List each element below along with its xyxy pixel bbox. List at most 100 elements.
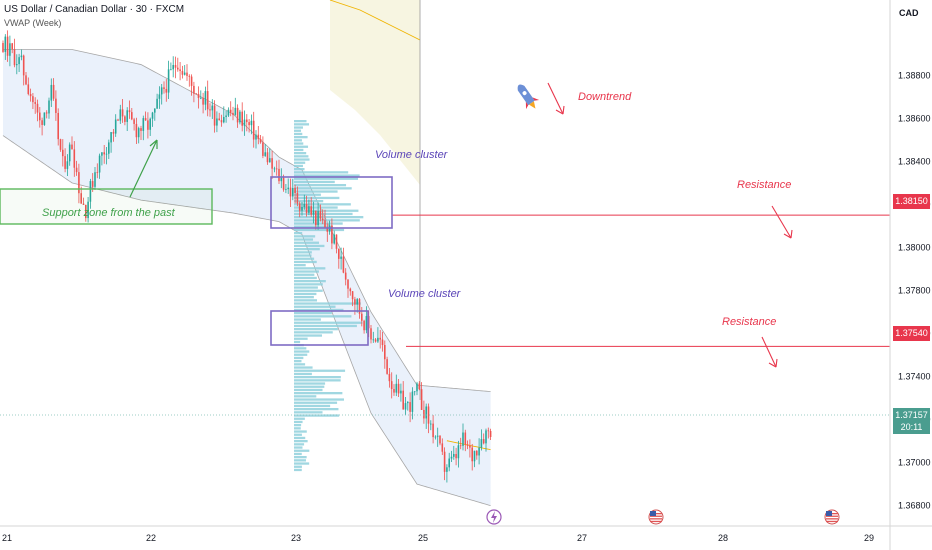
volume-cluster-label-1[interactable]: Volume cluster [375, 149, 448, 161]
volume-profile-bar [294, 196, 340, 200]
volume-profile-bar [294, 139, 302, 142]
candle-body [197, 93, 200, 98]
volume-profile-bar [294, 155, 309, 158]
candle-body [126, 110, 128, 122]
downtrend-label[interactable]: Downtrend [578, 91, 632, 103]
candle-body [450, 456, 453, 459]
candle-body [287, 187, 289, 190]
x-tick-label: 29 [864, 533, 874, 543]
candle-body [416, 383, 418, 392]
candle-body [285, 189, 287, 191]
y-tick-label: 1.38800 [898, 70, 931, 80]
symbol-title[interactable]: US Dollar / Canadian Dollar · 30 · FXCM [4, 4, 185, 15]
candle-body [331, 225, 333, 244]
candle-body [471, 447, 473, 462]
candle-body [193, 85, 195, 94]
volume-profile-bar [294, 264, 306, 267]
candle-body [455, 453, 457, 459]
volume-profile-bar [294, 142, 304, 145]
candle-body [317, 211, 319, 226]
volume-cluster-box-2 [270, 310, 369, 346]
candles [2, 30, 492, 483]
volume-profile-bar [294, 318, 321, 321]
candle-body [384, 345, 386, 360]
volume-profile-bar [294, 376, 341, 379]
volume-profile-bar [294, 254, 312, 257]
candle-body [32, 96, 34, 103]
volume-profile-bar [294, 190, 338, 193]
candle-body [223, 117, 225, 123]
candle-body [177, 67, 179, 70]
resistance-label-1[interactable]: Resistance [737, 179, 792, 191]
y-tick-label: 1.38400 [898, 156, 931, 166]
volume-profile-bar [294, 440, 308, 443]
candle-body [395, 383, 398, 393]
us-flag-icon [648, 509, 664, 525]
candle-body [423, 409, 425, 419]
volume-cluster-label-2[interactable]: Volume cluster [388, 288, 461, 300]
volume-profile-bar [294, 123, 310, 126]
candle-body [427, 406, 430, 424]
y-tick-label: 1.36800 [898, 501, 931, 511]
candle-body [349, 288, 352, 292]
volume-profile-bar [294, 379, 341, 382]
candle-body [246, 119, 248, 123]
candle-body [59, 139, 62, 150]
support-arrow-head [149, 139, 158, 149]
volume-profile-bar [294, 206, 338, 209]
price-tag-resistance-2: 1.37540 [893, 326, 930, 341]
candle-body [305, 204, 308, 213]
volume-profile-bar [294, 382, 326, 385]
volume-profile-bar [294, 280, 326, 283]
volume-profile-bar [294, 132, 303, 136]
candle-body [156, 98, 158, 109]
volume-profile-bar [294, 443, 305, 446]
candle-body [370, 328, 372, 340]
candle-body [250, 120, 253, 126]
volume-profile-bar [294, 414, 340, 417]
candle-body [390, 381, 393, 390]
candle-body [101, 152, 103, 156]
candle-body [312, 210, 315, 215]
indicator-label[interactable]: VWAP (Week) [4, 18, 62, 28]
y-tick-label: 1.37000 [898, 458, 931, 468]
candle-body [356, 299, 358, 305]
volume-profile-bar [294, 174, 360, 177]
session-shade [329, 0, 421, 400]
candle-body [340, 256, 342, 259]
volume-profile-bar [294, 299, 318, 302]
candle-body [87, 201, 89, 219]
candle-body [174, 64, 177, 68]
support-zone-label[interactable]: Support zone from the past [42, 207, 175, 219]
volume-profile-bar [294, 446, 303, 449]
candle-body [29, 94, 32, 97]
candle-body [464, 432, 467, 445]
volume-profile-bar [294, 289, 323, 292]
candle-body [420, 389, 423, 410]
volume-profile-bar [294, 238, 314, 241]
candle-body [448, 458, 450, 468]
lightning-icon [486, 509, 502, 525]
resistance-label-2[interactable]: Resistance [722, 316, 777, 328]
volume-profile-bar [294, 273, 315, 276]
candle-body [190, 76, 193, 86]
volume-profile-bar [294, 203, 351, 206]
volume-profile-bar [294, 251, 312, 254]
candle-body [255, 134, 257, 140]
volume-profile-bar [294, 395, 317, 398]
support-arrow [129, 139, 158, 198]
volume-profile [294, 120, 364, 472]
volume-profile-bar [294, 468, 302, 472]
candle-body [252, 120, 255, 140]
candle-body [179, 69, 181, 71]
candle-body [344, 272, 347, 280]
volume-profile-bar [294, 126, 303, 129]
candle-body [211, 105, 214, 111]
candle-body [264, 152, 266, 156]
candle-body [13, 49, 16, 66]
volume-profile-bar [294, 459, 306, 462]
candle-body [149, 118, 151, 130]
candle-body [482, 439, 485, 444]
candle-body [241, 111, 243, 126]
